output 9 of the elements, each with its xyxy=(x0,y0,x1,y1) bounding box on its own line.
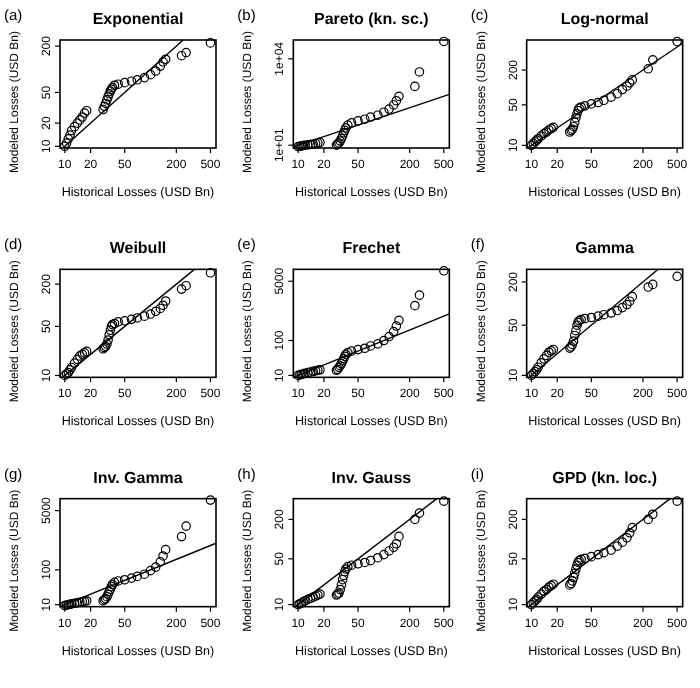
chart-title: Inv. Gauss xyxy=(331,468,413,487)
chart-title: GPD (kn. loc.) xyxy=(552,468,658,487)
chart-title: Weibull xyxy=(109,239,167,258)
chart-title: Exponential xyxy=(92,10,184,28)
chart-title: Pareto (kn. sc.) xyxy=(313,10,430,28)
chart-title: Log-normal xyxy=(560,10,649,28)
chart-title: Gamma xyxy=(575,239,636,258)
chart-title: Frechet xyxy=(342,239,401,258)
chart-title: Inv. Gamma xyxy=(93,468,184,487)
